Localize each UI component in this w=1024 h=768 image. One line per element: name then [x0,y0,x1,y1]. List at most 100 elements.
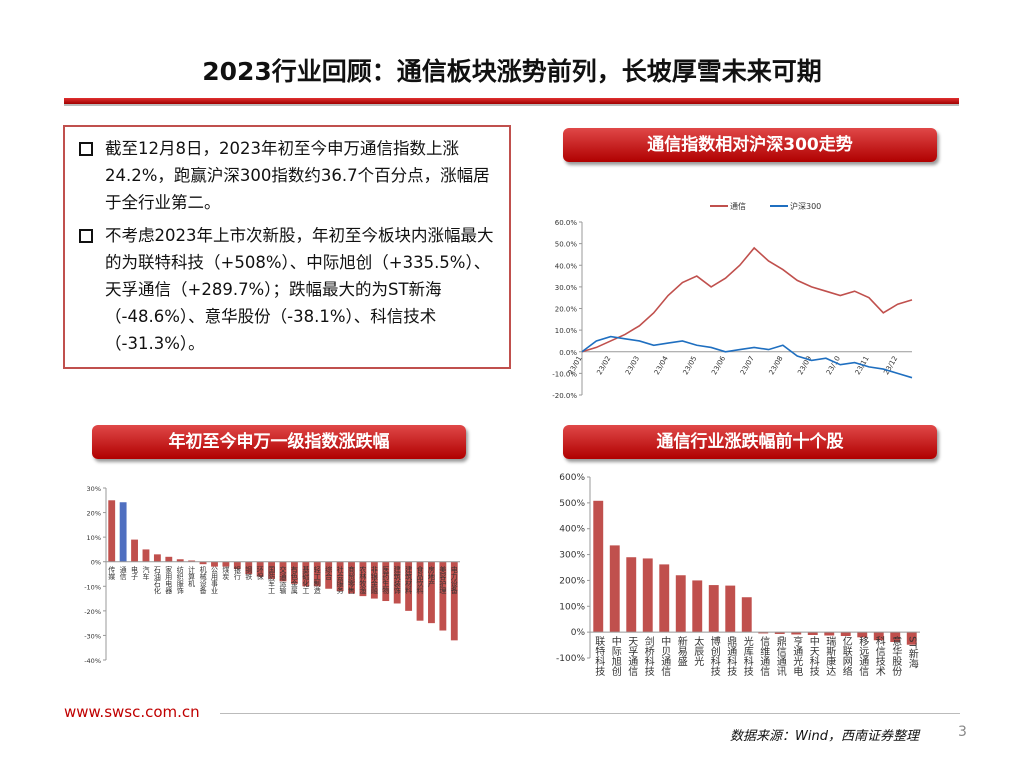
x-tick-label: 国防军工 [268,566,276,594]
bar [873,632,884,641]
x-tick-label: 商贸零售 [348,565,356,595]
bar [336,561,344,592]
bar [176,559,184,562]
y-tick-label: 100% [559,602,585,612]
bar [256,561,264,577]
bar [774,632,785,634]
bar [758,632,769,634]
bar [416,561,424,621]
page-number: 3 [958,724,967,740]
x-tick-label: 太辰光 [692,635,704,667]
bullet: 截至12月8日，2023年初至今申万通信指数上涨24.2%，跑赢沪深300指数约… [79,135,499,216]
x-tick-label: 光库科技 [741,635,753,677]
x-tick-label: 非银金融 [370,565,378,595]
x-tick-label: 鼎信通讯 [774,636,786,677]
x-tick-label: ST新海 [906,636,918,669]
bar [142,549,150,562]
title-rule [64,98,959,104]
legend-label: 沪深300 [790,201,821,211]
bar [405,561,413,611]
x-tick-label: 石油石化 [153,566,161,595]
y-tick-label: -20% [84,608,101,616]
x-tick-label: 计算机 [188,565,196,588]
bar [359,561,367,597]
x-tick-label: 房地产 [427,565,435,588]
bar [165,556,173,562]
x-tick-label: 食品饮料 [416,565,424,595]
source-note: 数据来源：Wind，西南证券整理 [730,729,919,744]
x-tick-label: 中贝通信 [659,635,671,677]
x-tick-label: 科信技术 [873,635,885,677]
x-tick-label: 23/02 [595,355,612,376]
bullet: 不考虑2023年上市次新股，年初至今板块内涨幅最大的为联特科技（+508%）、中… [79,222,499,357]
bar [791,632,802,635]
bar [609,545,620,633]
x-tick-label: 医药生物 [382,566,390,595]
bar [824,632,835,636]
summary-box: 截至12月8日，2023年初至今申万通信指数上涨24.2%，跑赢沪深300指数约… [63,125,511,369]
x-tick-label: 综合 [325,565,333,581]
x-tick-label: 亿联网络 [840,635,852,677]
x-tick-label: 信维通信 [758,636,770,677]
y-tick-label: 40.0% [555,262,578,270]
x-tick-label: 移远通信 [857,635,869,677]
x-tick-label: 博创科技 [708,635,720,677]
bar [393,561,401,604]
bar [233,561,241,570]
y-tick-label: -40% [84,657,101,665]
bar [450,561,458,641]
y-tick-label: 10% [87,534,101,542]
x-tick-label: 建筑装饰 [393,565,401,595]
bar [131,539,138,562]
x-tick-label: 农林牧渔 [359,565,367,595]
bar [302,561,310,587]
y-tick-label: 30.0% [555,284,578,292]
bar [906,632,917,645]
series-line [581,246,913,353]
x-tick-label: 美容护理 [439,565,447,594]
y-tick-label: 0.0% [559,349,577,357]
x-tick-label: 家用电器 [165,565,173,595]
y-tick-label: 20% [87,510,101,518]
x-tick-label: 煤炭 [222,565,230,581]
x-tick-label: 中际旭创 [609,635,621,677]
chart-title: 通信行业涨跌幅前十个股 [563,425,937,459]
line-chart: -20.0% -10.0% 0.0% 10.0% 20.0% 30.0% 40.0% 50.0… [552,201,913,400]
x-tick-label: 23/10 [825,355,842,376]
y-tick-label: 500% [559,499,585,509]
bar [108,500,116,562]
bar [279,561,287,582]
bar [313,561,321,587]
y-tick-label: 600% [559,473,585,483]
y-tick-label: 50.0% [555,241,578,249]
chart-title: 通信指数相对沪深300走势 [563,128,937,162]
y-tick-label: -20.0% [552,392,577,400]
bar [659,564,670,633]
bar [439,561,447,631]
footer-rule [220,713,960,714]
y-tick-label: 0% [91,559,101,567]
bar [222,561,230,567]
y-tick-label: 200% [559,576,585,586]
y-tick-label: -100% [556,654,585,664]
x-tick-label: 23/07 [739,355,756,376]
x-tick-label: 中天科技 [807,635,819,677]
y-tick-label: 60.0% [555,219,578,227]
x-tick-label: 23/08 [768,355,785,376]
bar [626,557,637,633]
x-tick-label: 汽车 [142,565,150,581]
x-tick-label: 电子 [131,565,139,580]
x-tick-label: 钢铁 [245,565,253,581]
bar [211,561,218,567]
x-tick-label: 23/05 [681,355,698,376]
y-tick-label: 20.0% [555,306,578,314]
bar [153,554,161,562]
x-tick-label: 电力设备 [450,565,458,595]
x-tick-label: 公用事业 [210,566,218,594]
bar [268,561,276,579]
bar [725,585,736,633]
x-tick-label: 建筑材料 [405,565,413,595]
y-tick-label: 30% [87,485,101,493]
x-tick-label: 社会服务 [336,565,344,595]
bar [890,632,901,642]
